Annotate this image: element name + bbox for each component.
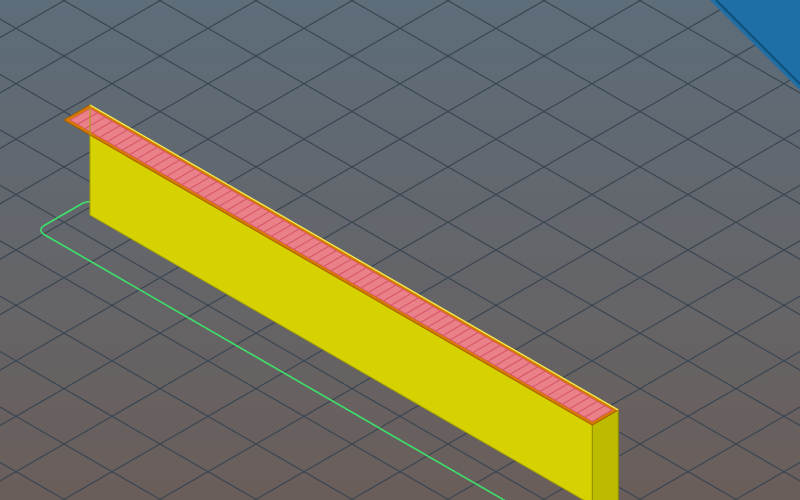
viewport-canvas[interactable] — [0, 0, 800, 500]
slicer-3d-viewport[interactable] — [0, 0, 800, 500]
model-end-face — [592, 410, 618, 500]
